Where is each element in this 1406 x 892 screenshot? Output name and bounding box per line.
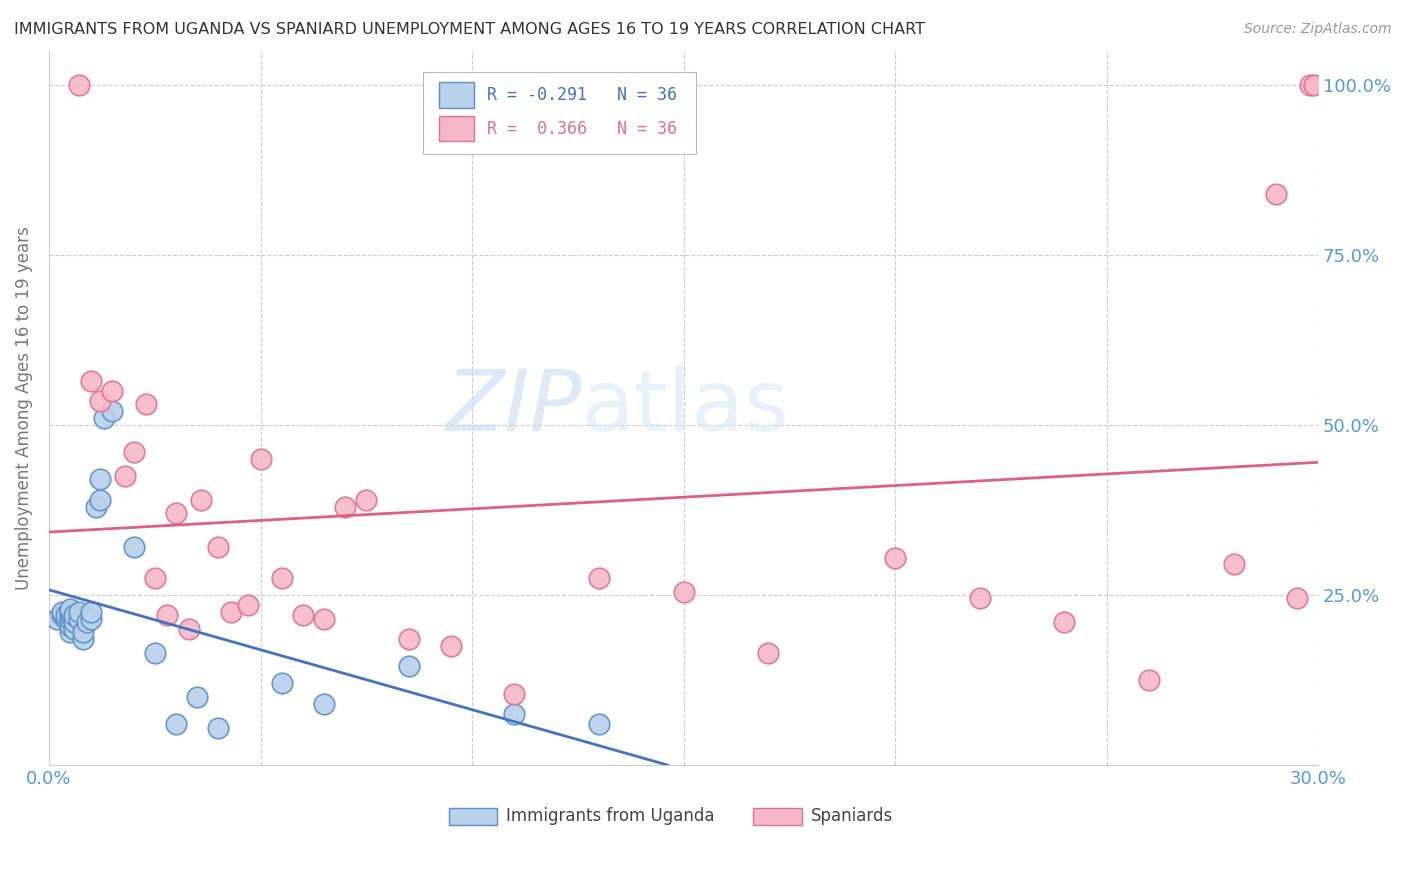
Point: [312, 612, 335, 626]
FancyBboxPatch shape: [449, 808, 496, 825]
Point: [503, 706, 526, 721]
Point: [1222, 558, 1244, 572]
Point: [89, 472, 111, 486]
Point: [135, 397, 157, 411]
Point: [190, 492, 212, 507]
Point: [756, 646, 779, 660]
Point: [165, 506, 187, 520]
Text: Spaniards: Spaniards: [810, 807, 893, 825]
Point: [156, 608, 179, 623]
Point: [101, 404, 124, 418]
Point: [1298, 78, 1320, 92]
Point: [333, 500, 356, 514]
Point: [59, 601, 82, 615]
Point: [143, 646, 166, 660]
Point: [1137, 673, 1160, 687]
Point: [588, 717, 610, 731]
Point: [51, 605, 73, 619]
Point: [177, 622, 200, 636]
Point: [219, 605, 242, 619]
Point: [59, 618, 82, 632]
FancyBboxPatch shape: [754, 808, 801, 825]
Point: [440, 639, 463, 653]
Point: [1285, 591, 1308, 606]
Point: [59, 605, 82, 619]
Point: [249, 451, 271, 466]
Point: [270, 571, 292, 585]
Text: Immigrants from Uganda: Immigrants from Uganda: [506, 807, 714, 825]
FancyBboxPatch shape: [439, 116, 474, 142]
Point: [55, 612, 77, 626]
Point: [114, 469, 136, 483]
Point: [503, 687, 526, 701]
Point: [93, 411, 115, 425]
Point: [80, 605, 103, 619]
Point: [89, 492, 111, 507]
Point: [588, 571, 610, 585]
Point: [55, 608, 77, 623]
FancyBboxPatch shape: [423, 72, 696, 154]
Text: atlas: atlas: [582, 367, 790, 450]
Point: [76, 615, 98, 629]
Point: [398, 659, 420, 673]
Point: [63, 608, 86, 623]
Point: [143, 571, 166, 585]
Point: [67, 612, 90, 626]
Text: R =  0.366   N = 36: R = 0.366 N = 36: [486, 120, 676, 137]
Point: [969, 591, 991, 606]
Text: R = -0.291   N = 36: R = -0.291 N = 36: [486, 86, 676, 104]
Point: [312, 697, 335, 711]
Y-axis label: Unemployment Among Ages 16 to 19 years: Unemployment Among Ages 16 to 19 years: [15, 226, 32, 590]
Point: [356, 492, 378, 507]
Point: [1303, 78, 1326, 92]
Point: [207, 721, 229, 735]
Point: [84, 500, 107, 514]
Point: [1053, 615, 1076, 629]
Point: [1264, 186, 1286, 201]
Text: ZIP: ZIP: [446, 367, 582, 450]
Point: [59, 625, 82, 640]
Text: Source: ZipAtlas.com: Source: ZipAtlas.com: [1244, 22, 1392, 37]
Point: [186, 690, 208, 704]
Point: [67, 78, 90, 92]
Point: [67, 605, 90, 619]
Point: [884, 550, 907, 565]
FancyBboxPatch shape: [439, 82, 474, 108]
Point: [122, 445, 145, 459]
Point: [63, 622, 86, 636]
Point: [59, 612, 82, 626]
Point: [101, 384, 124, 398]
Point: [59, 608, 82, 623]
Point: [122, 541, 145, 555]
Point: [80, 612, 103, 626]
Point: [291, 608, 314, 623]
Point: [63, 615, 86, 629]
Text: IMMIGRANTS FROM UGANDA VS SPANIARD UNEMPLOYMENT AMONG AGES 16 TO 19 YEARS CORREL: IMMIGRANTS FROM UGANDA VS SPANIARD UNEMP…: [14, 22, 925, 37]
Point: [72, 632, 94, 647]
Point: [89, 394, 111, 409]
Point: [398, 632, 420, 647]
Point: [51, 608, 73, 623]
Point: [46, 612, 69, 626]
Point: [236, 598, 259, 612]
Point: [672, 584, 695, 599]
Point: [165, 717, 187, 731]
Point: [207, 541, 229, 555]
Point: [72, 625, 94, 640]
Point: [80, 374, 103, 388]
Point: [270, 676, 292, 690]
